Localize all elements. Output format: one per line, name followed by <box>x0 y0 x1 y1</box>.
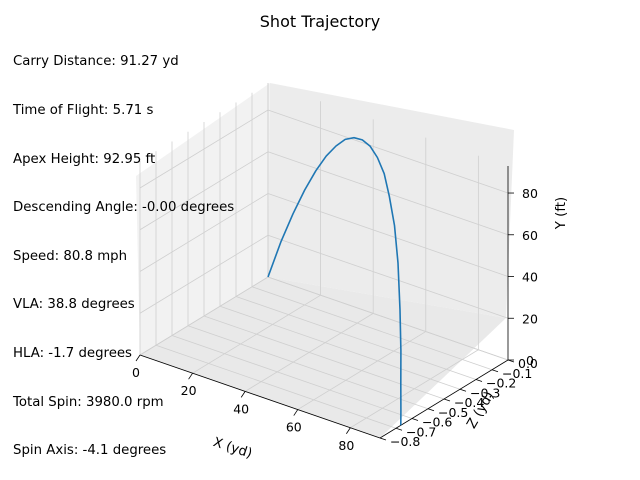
x-tick-label: 80 <box>338 438 354 453</box>
left-grid-y <box>139 276 269 356</box>
stat-hla: HLA: -1.7 degrees <box>13 345 132 361</box>
z-tick <box>459 388 467 392</box>
back-grid-y <box>267 109 509 194</box>
floor-grid-z <box>171 335 413 419</box>
x-tick-label: 0 <box>132 365 140 380</box>
stat-carry-distance: Carry Distance: 91.27 yd <box>13 54 179 70</box>
z-tick-label: −0.8 <box>390 434 420 449</box>
y-tick-label: 60 <box>522 228 538 243</box>
grid-lines <box>139 83 509 439</box>
chart-title: Shot Trajectory <box>259 12 381 31</box>
z-tick <box>395 427 403 431</box>
left-grid-y <box>139 109 269 189</box>
z-tick <box>379 437 387 441</box>
floor-grid-z <box>155 344 397 429</box>
trajectory-series <box>267 136 402 426</box>
z-tick-label: 0.0 <box>518 356 538 371</box>
stat-vla: VLA: 38.8 degrees <box>13 297 135 313</box>
back-wall-left <box>136 83 270 355</box>
stat-spin-axis: Spin Axis: -4.1 degrees <box>13 443 167 459</box>
z-tick-label: −0.4 <box>454 395 484 410</box>
left-grid-y <box>139 151 269 231</box>
left-grid-y <box>139 193 269 272</box>
z-tick-label: −0.2 <box>486 376 516 391</box>
back-grid-y <box>267 234 509 319</box>
z-tick <box>491 369 499 373</box>
z-tick-label: −0.7 <box>406 424 436 439</box>
left-grid-y <box>139 234 269 314</box>
floor-grid-z <box>187 325 429 410</box>
x-tick <box>240 391 246 398</box>
floor-grid-z <box>203 315 445 400</box>
x-tick-label: 60 <box>286 420 302 435</box>
x-tick <box>346 427 351 434</box>
z-tick <box>411 418 419 421</box>
y-tick-label: 40 <box>522 270 538 285</box>
x-tick <box>188 372 193 380</box>
floor-grid-z <box>219 305 461 390</box>
z-tick <box>443 398 451 402</box>
tick-labels: 0 20 40 60 80 0.0−0.1−0.2−0.3−0.4−0.5−0.6−0.7… <box>132 186 538 453</box>
x-tick-label: 40 <box>233 401 249 416</box>
y-tick-label: 80 <box>522 186 538 201</box>
x-axis-line <box>139 354 381 439</box>
z-tick <box>475 379 483 382</box>
x-tick <box>293 409 299 416</box>
z-tick-label: −0.3 <box>470 385 500 400</box>
trajectory-line <box>267 136 402 426</box>
y-tick-label: 20 <box>522 311 538 326</box>
stat-descending-angle: Descending Angle: -0.00 degrees <box>13 200 235 216</box>
y-axis-label: Y (ft) <box>554 197 569 230</box>
back-grid-y <box>267 193 509 277</box>
stat-speed: Speed: 80.8 mph <box>13 248 128 264</box>
z-tick-label: −0.5 <box>438 405 468 420</box>
x-tick <box>135 354 141 362</box>
stat-time-of-flight: Time of Flight: 5.71 s <box>13 103 154 118</box>
back-grid-y <box>267 276 509 361</box>
z-tick-label: −0.1 <box>502 366 532 381</box>
x-tick-label: 20 <box>181 383 197 398</box>
shot-stats: Carry Distance: 91.27 yd Time of Flight:… <box>13 22 234 476</box>
y-tick-label: 0 <box>526 353 534 368</box>
stat-apex-height: Apex Height: 92.95 ft <box>13 151 156 167</box>
z-tick-label: −0.6 <box>422 415 452 430</box>
back-wall-right <box>268 83 514 318</box>
floor-grid-z <box>251 286 493 371</box>
stat-total-spin: Total Spin: 3980.0 rpm <box>13 394 164 410</box>
z-tick <box>427 408 435 412</box>
floor-grid-z <box>235 296 477 380</box>
